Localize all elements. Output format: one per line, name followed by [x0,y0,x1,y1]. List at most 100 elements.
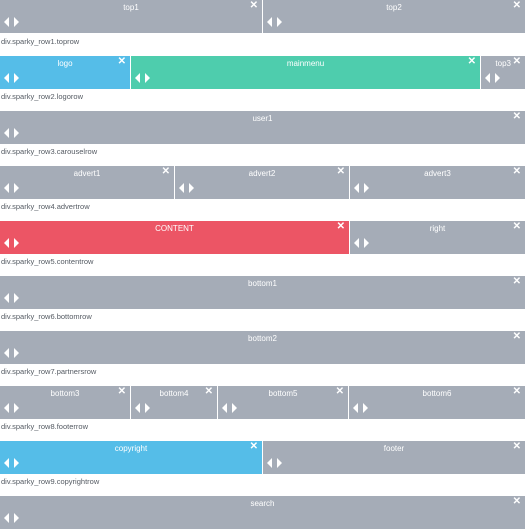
close-icon[interactable]: ✕ [512,496,521,507]
arrow-right-icon[interactable] [14,513,19,523]
arrow-right-icon[interactable] [14,293,19,303]
close-icon[interactable]: ✕ [161,166,170,177]
module-right[interactable]: right ✕ [350,221,525,254]
close-icon[interactable]: ✕ [512,276,521,287]
module-bottom5[interactable]: bottom5 ✕ [218,386,349,419]
arrow-right-icon[interactable] [14,183,19,193]
arrow-right-icon[interactable] [189,183,194,193]
module-advert1[interactable]: advert1 ✕ [0,166,175,199]
arrow-right-icon[interactable] [363,403,368,413]
arrow-right-icon[interactable] [14,348,19,358]
arrow-left-icon[interactable] [4,348,9,358]
layout-row-6: bottom1 ✕ [0,276,525,309]
close-icon[interactable]: ✕ [512,56,521,67]
module-bottom3[interactable]: bottom3 ✕ [0,386,131,419]
arrow-right-icon[interactable] [145,73,150,83]
module-title: top3 [495,59,511,68]
close-icon[interactable]: ✕ [204,386,213,397]
close-icon[interactable]: ✕ [336,221,345,232]
arrow-right-icon[interactable] [364,183,369,193]
close-icon[interactable]: ✕ [336,166,345,177]
arrow-right-icon[interactable] [14,403,19,413]
arrow-left-icon[interactable] [4,128,9,138]
close-icon[interactable]: ✕ [117,56,126,67]
close-icon[interactable]: ✕ [512,221,521,232]
module-top1[interactable]: top1 ✕ [0,0,263,33]
module-bottom4[interactable]: bottom4 ✕ [131,386,218,419]
close-icon[interactable]: ✕ [117,386,126,397]
close-icon[interactable]: ✕ [335,386,344,397]
arrow-left-icon[interactable] [222,403,227,413]
module-logo[interactable]: logo ✕ [0,56,131,89]
move-arrows [4,73,22,83]
arrow-left-icon[interactable] [354,238,359,248]
module-content[interactable]: CONTENT ✕ [0,221,350,254]
arrow-left-icon[interactable] [4,458,9,468]
arrow-right-icon[interactable] [14,17,19,27]
arrow-left-icon[interactable] [267,17,272,27]
arrow-left-icon[interactable] [4,293,9,303]
arrow-left-icon[interactable] [135,73,140,83]
module-title: right [429,224,446,233]
arrow-right-icon[interactable] [364,238,369,248]
close-icon[interactable]: ✕ [467,56,476,67]
layout-row-3: user1 ✕ [0,111,525,144]
close-icon[interactable]: ✕ [249,441,258,452]
move-arrows [485,73,503,83]
arrow-right-icon[interactable] [277,458,282,468]
arrow-right-icon[interactable] [145,403,150,413]
module-mainmenu[interactable]: mainmenu ✕ [131,56,481,89]
row-label: div.sparky_row7.partnersrow [1,367,97,376]
arrow-right-icon[interactable] [14,73,19,83]
move-arrows [4,128,22,138]
arrow-left-icon[interactable] [485,73,490,83]
module-title: advert1 [73,169,101,178]
arrow-left-icon[interactable] [267,458,272,468]
arrow-right-icon[interactable] [14,458,19,468]
move-arrows [179,183,197,193]
arrow-left-icon[interactable] [4,403,9,413]
module-user1[interactable]: user1 ✕ [0,111,525,144]
layout-row-8: bottom3 ✕ bottom4 ✕ bottom5 ✕ bottom6 ✕ [0,386,525,419]
close-icon[interactable]: ✕ [512,0,521,11]
arrow-left-icon[interactable] [4,73,9,83]
module-copyright[interactable]: copyright ✕ [0,441,263,474]
arrow-left-icon[interactable] [135,403,140,413]
arrow-left-icon[interactable] [4,513,9,523]
arrow-right-icon[interactable] [14,238,19,248]
arrow-left-icon[interactable] [354,183,359,193]
arrow-left-icon[interactable] [4,17,9,27]
arrow-left-icon[interactable] [4,183,9,193]
close-icon[interactable]: ✕ [512,331,521,342]
move-arrows [135,403,153,413]
module-bottom6[interactable]: bottom6 ✕ [349,386,525,419]
layout-row-7: bottom2 ✕ [0,331,525,364]
arrow-right-icon[interactable] [495,73,500,83]
module-search[interactable]: search ✕ [0,496,525,529]
close-icon[interactable]: ✕ [512,386,521,397]
arrow-right-icon[interactable] [277,17,282,27]
move-arrows [4,403,22,413]
close-icon[interactable]: ✕ [512,166,521,177]
close-icon[interactable]: ✕ [249,0,258,11]
module-top3[interactable]: top3 ✕ [481,56,525,89]
move-arrows [4,17,22,27]
close-icon[interactable]: ✕ [512,111,521,122]
module-bottom2[interactable]: bottom2 ✕ [0,331,525,364]
module-footer[interactable]: footer ✕ [263,441,525,474]
module-top2[interactable]: top2 ✕ [263,0,525,33]
arrow-left-icon[interactable] [4,238,9,248]
row-label: div.sparky_row8.footerrow [1,422,88,431]
module-advert3[interactable]: advert3 ✕ [350,166,525,199]
row-label: div.sparky_row9.copyrightrow [1,477,100,486]
close-icon[interactable]: ✕ [512,441,521,452]
module-bottom1[interactable]: bottom1 ✕ [0,276,525,309]
arrow-left-icon[interactable] [353,403,358,413]
move-arrows [4,458,22,468]
module-advert2[interactable]: advert2 ✕ [175,166,350,199]
layout-row-10: search ✕ [0,496,525,529]
arrow-left-icon[interactable] [179,183,184,193]
module-title: top2 [386,3,402,12]
arrow-right-icon[interactable] [14,128,19,138]
arrow-right-icon[interactable] [232,403,237,413]
